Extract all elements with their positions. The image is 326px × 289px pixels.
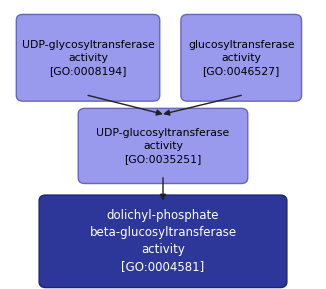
FancyBboxPatch shape [39, 195, 287, 288]
FancyBboxPatch shape [181, 14, 302, 101]
FancyBboxPatch shape [78, 108, 248, 184]
Text: UDP-glycosyltransferase
activity
[GO:0008194]: UDP-glycosyltransferase activity [GO:000… [22, 40, 155, 76]
Text: dolichyl-phosphate
beta-glucosyltransferase
activity
[GO:0004581]: dolichyl-phosphate beta-glucosyltransfer… [89, 209, 237, 273]
Text: UDP-glucosyltransferase
activity
[GO:0035251]: UDP-glucosyltransferase activity [GO:003… [96, 128, 230, 164]
Text: glucosyltransferase
activity
[GO:0046527]: glucosyltransferase activity [GO:0046527… [188, 40, 295, 76]
FancyBboxPatch shape [16, 14, 160, 101]
